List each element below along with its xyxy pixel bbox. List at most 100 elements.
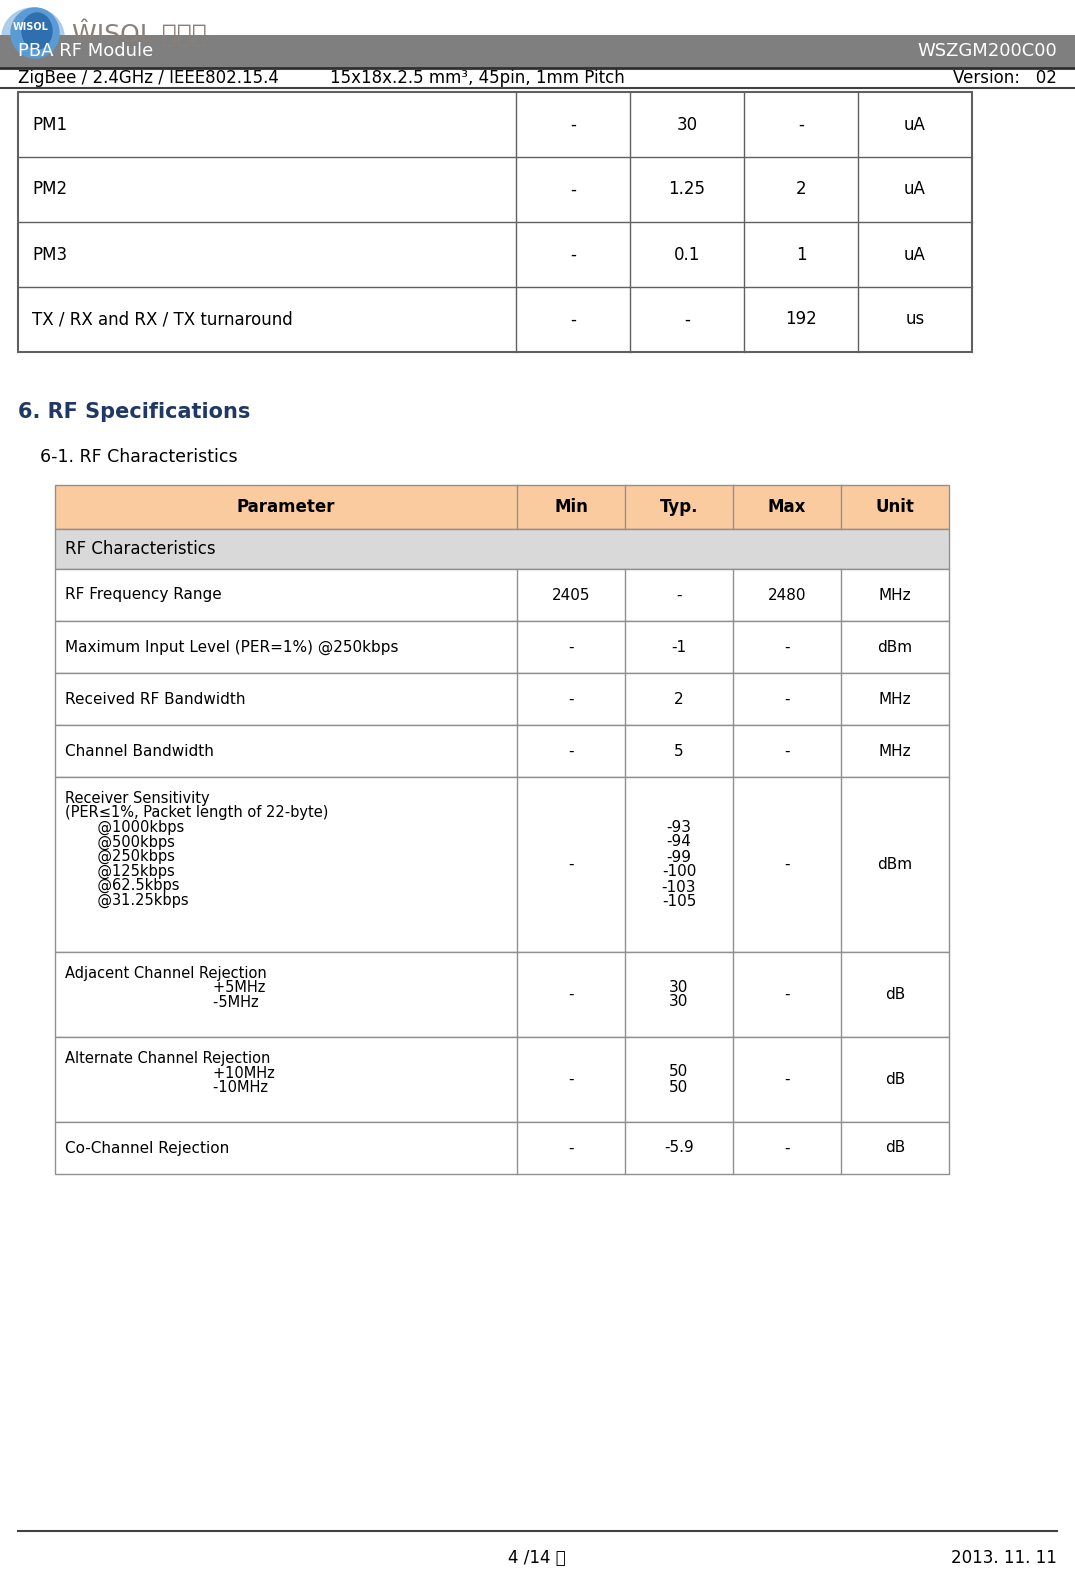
Text: TX / RX and RX / TX turnaround: TX / RX and RX / TX turnaround — [32, 311, 292, 328]
Text: -: - — [785, 1141, 790, 1155]
Text: PBA RF Module: PBA RF Module — [18, 43, 154, 61]
Text: Parameter: Parameter — [236, 499, 335, 516]
Text: RF Characteristics: RF Characteristics — [64, 540, 216, 558]
Bar — [55, 672, 949, 725]
Text: dBm: dBm — [877, 857, 913, 871]
Text: Unit: Unit — [875, 499, 915, 516]
Text: -: - — [569, 1141, 574, 1155]
Bar — [55, 529, 949, 569]
Text: -100: -100 — [662, 865, 697, 879]
Text: 30: 30 — [670, 980, 689, 994]
Text: uA: uA — [904, 116, 926, 134]
Text: ZigBee / 2.4GHz / IEEE802.15.4: ZigBee / 2.4GHz / IEEE802.15.4 — [18, 68, 278, 88]
Text: -99: -99 — [666, 849, 691, 865]
Text: -: - — [676, 588, 682, 602]
Text: -10MHz: -10MHz — [64, 1080, 268, 1094]
Text: -: - — [785, 744, 790, 758]
Text: Channel Bandwidth: Channel Bandwidth — [64, 744, 214, 758]
Text: -: - — [785, 857, 790, 871]
Text: uA: uA — [904, 245, 926, 263]
Ellipse shape — [2, 8, 64, 65]
Text: Adjacent Channel Rejection: Adjacent Channel Rejection — [64, 965, 267, 981]
Text: 50: 50 — [670, 1064, 689, 1080]
Bar — [55, 1037, 949, 1121]
Ellipse shape — [11, 8, 59, 57]
Text: 2013. 11. 11: 2013. 11. 11 — [951, 1548, 1057, 1568]
Text: 15x18x.2.5 mm³, 45pin, 1mm Pitch: 15x18x.2.5 mm³, 45pin, 1mm Pitch — [330, 68, 625, 88]
Text: 4 /14 쪽: 4 /14 쪽 — [508, 1548, 565, 1568]
Text: us: us — [905, 311, 924, 328]
Text: -: - — [569, 988, 574, 1002]
Text: dB: dB — [885, 1141, 905, 1155]
Text: (PER≤1%, Packet length of 22-byte): (PER≤1%, Packet length of 22-byte) — [64, 806, 328, 820]
Bar — [55, 725, 949, 777]
Ellipse shape — [22, 13, 52, 49]
Text: +5MHz: +5MHz — [64, 981, 266, 996]
Text: Maximum Input Level (PER=1%) @250kbps: Maximum Input Level (PER=1%) @250kbps — [64, 639, 399, 655]
Text: 30: 30 — [670, 994, 689, 1010]
Text: WSZGM200C00: WSZGM200C00 — [917, 43, 1057, 61]
Text: 50: 50 — [670, 1080, 689, 1094]
Text: -: - — [569, 691, 574, 707]
Text: 2: 2 — [674, 691, 684, 707]
Text: -93: -93 — [666, 819, 691, 835]
Text: Max: Max — [768, 499, 806, 516]
Text: MHz: MHz — [878, 588, 912, 602]
Text: -94: -94 — [666, 835, 691, 849]
Text: PM1: PM1 — [32, 116, 67, 134]
Text: +10MHz: +10MHz — [64, 1066, 275, 1080]
Text: -: - — [570, 116, 576, 134]
Text: -: - — [569, 1072, 574, 1086]
Text: ŴISOL 와이솔: ŴISOL 와이솔 — [72, 19, 206, 46]
Bar — [55, 484, 949, 529]
Text: -: - — [570, 180, 576, 199]
Text: -105: -105 — [662, 895, 697, 910]
Text: -: - — [570, 245, 576, 263]
Text: @250kbps: @250kbps — [64, 849, 175, 865]
Bar — [55, 1121, 949, 1174]
Text: 6-1. RF Characteristics: 6-1. RF Characteristics — [40, 448, 238, 467]
Text: 6. RF Specifications: 6. RF Specifications — [18, 401, 250, 422]
Bar — [55, 569, 949, 621]
Text: -: - — [785, 1072, 790, 1086]
Text: -: - — [798, 116, 804, 134]
Text: dBm: dBm — [877, 639, 913, 655]
Text: Receiver Sensitivity: Receiver Sensitivity — [64, 792, 210, 806]
Text: PM3: PM3 — [32, 245, 67, 263]
Text: dB: dB — [885, 1072, 905, 1086]
Text: @500kbps: @500kbps — [64, 835, 175, 849]
Text: -103: -103 — [662, 879, 697, 895]
Text: 192: 192 — [785, 311, 817, 328]
Text: @31.25kbps: @31.25kbps — [64, 892, 188, 908]
Text: @62.5kbps: @62.5kbps — [64, 878, 180, 894]
Text: 1: 1 — [796, 245, 806, 263]
Text: RF Frequency Range: RF Frequency Range — [64, 588, 221, 602]
Text: Received RF Bandwidth: Received RF Bandwidth — [64, 691, 245, 707]
Text: Min: Min — [554, 499, 588, 516]
Text: @1000kbps: @1000kbps — [64, 820, 184, 835]
Text: -: - — [569, 744, 574, 758]
Text: -: - — [785, 639, 790, 655]
Text: MHz: MHz — [878, 744, 912, 758]
Text: PM2: PM2 — [32, 180, 67, 199]
Text: MHz: MHz — [878, 691, 912, 707]
Text: WISOL: WISOL — [13, 22, 49, 32]
Text: dB: dB — [885, 988, 905, 1002]
Text: Alternate Channel Rejection: Alternate Channel Rejection — [64, 1051, 271, 1066]
Text: -: - — [684, 311, 690, 328]
Text: -5.9: -5.9 — [664, 1141, 693, 1155]
Text: Co-Channel Rejection: Co-Channel Rejection — [64, 1141, 229, 1155]
Text: 5: 5 — [674, 744, 684, 758]
Text: 2480: 2480 — [768, 588, 806, 602]
Text: -: - — [785, 988, 790, 1002]
Bar — [0, 35, 1075, 68]
Text: 30: 30 — [676, 116, 698, 134]
Text: -: - — [570, 311, 576, 328]
Text: Version:   02: Version: 02 — [954, 68, 1057, 88]
Text: 2: 2 — [796, 180, 806, 199]
Text: -: - — [569, 857, 574, 871]
Bar — [55, 621, 949, 672]
Text: Typ.: Typ. — [660, 499, 699, 516]
Text: 0.1: 0.1 — [674, 245, 700, 263]
Text: 1.25: 1.25 — [669, 180, 705, 199]
